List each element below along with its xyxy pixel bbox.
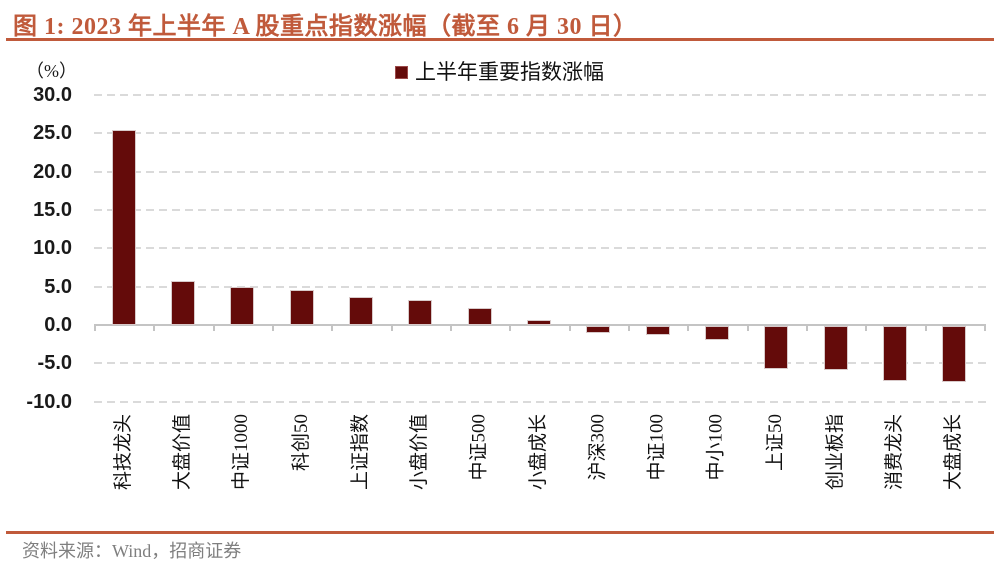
- gridline: [94, 94, 986, 96]
- gridline: [94, 170, 986, 173]
- axis-tick: [212, 325, 215, 331]
- x-category-label: 科技龙头: [112, 414, 134, 491]
- axis-tick: [806, 325, 808, 331]
- x-category-label: 沪深300: [587, 414, 609, 481]
- gridline: [94, 132, 986, 135]
- bar: [823, 326, 848, 371]
- axis-tick: [568, 325, 571, 331]
- bar: [942, 326, 967, 382]
- bar: [349, 297, 373, 325]
- gridline: [94, 362, 986, 365]
- x-category-label: 上证指数: [350, 414, 371, 491]
- y-tick-label: 10.0: [33, 237, 72, 260]
- axis-tick: [153, 325, 156, 331]
- x-category-label: 中证1000: [231, 414, 253, 491]
- axis-tick: [94, 325, 96, 331]
- bar: [645, 326, 670, 336]
- bar: [586, 326, 611, 333]
- footer-rule: [6, 531, 994, 534]
- axis-tick: [509, 325, 512, 331]
- y-tick-label: 0.0: [44, 314, 72, 336]
- legend-label: 上半年重要指数涨幅: [415, 60, 604, 84]
- bar: [111, 129, 136, 325]
- y-tick-label: -5.0: [37, 352, 72, 375]
- bar: [408, 299, 433, 325]
- axis-tick: [628, 325, 630, 331]
- x-category-label: 小盘成长: [528, 414, 549, 491]
- x-category-label: 创业板指: [824, 414, 846, 491]
- legend-swatch-icon: [395, 65, 408, 79]
- title-underline: [6, 38, 994, 41]
- y-tick-label: 25.0: [33, 122, 72, 145]
- bar: [467, 308, 492, 325]
- bar: [230, 286, 255, 325]
- x-category-label: 中证100: [646, 414, 668, 481]
- x-axis-line: [94, 324, 986, 326]
- axis-tick: [746, 325, 749, 331]
- x-category-label: 大盘价值: [172, 414, 193, 491]
- gridline: [94, 209, 986, 211]
- axis-tick: [865, 325, 868, 331]
- axis-tick: [272, 325, 274, 331]
- axis-tick: [924, 325, 927, 331]
- y-tick-label: 30.0: [33, 84, 72, 106]
- x-category-label: 消费龙头: [884, 414, 905, 491]
- x-category-label: 小盘价值: [409, 414, 431, 491]
- gridline: [94, 285, 986, 288]
- axis-tick: [984, 325, 986, 331]
- y-tick-label: -10.0: [26, 390, 72, 413]
- y-tick-label: 15.0: [33, 199, 72, 221]
- axis-tick: [390, 325, 393, 331]
- bar: [171, 280, 195, 325]
- axis-tick: [687, 325, 690, 331]
- chart-legend: 上半年重要指数涨幅: [395, 60, 604, 84]
- y-tick-label: 20.0: [33, 160, 72, 183]
- gridline: [94, 400, 986, 403]
- y-axis-unit-label: （%）: [26, 61, 77, 81]
- bar: [883, 326, 907, 382]
- axis-tick: [450, 325, 452, 331]
- x-category-label: 上证50: [765, 414, 787, 472]
- x-category-label: 中证500: [468, 414, 490, 481]
- gridline: [94, 247, 986, 250]
- x-category-label: 科创50: [290, 414, 312, 472]
- bar: [764, 326, 789, 369]
- x-category-label: 大盘成长: [943, 414, 965, 491]
- bar: [527, 319, 551, 325]
- y-tick-label: 5.0: [44, 275, 72, 298]
- axis-tick: [331, 325, 334, 331]
- bar: [705, 326, 729, 340]
- source-attribution: 资料来源：Wind，招商证券: [22, 541, 242, 561]
- x-category-label: 中小100: [706, 414, 727, 481]
- figure-title: 图 1: 2023 年上半年 A 股重点指数涨幅（截至 6 月 30 日）: [13, 14, 638, 40]
- bar: [289, 289, 314, 325]
